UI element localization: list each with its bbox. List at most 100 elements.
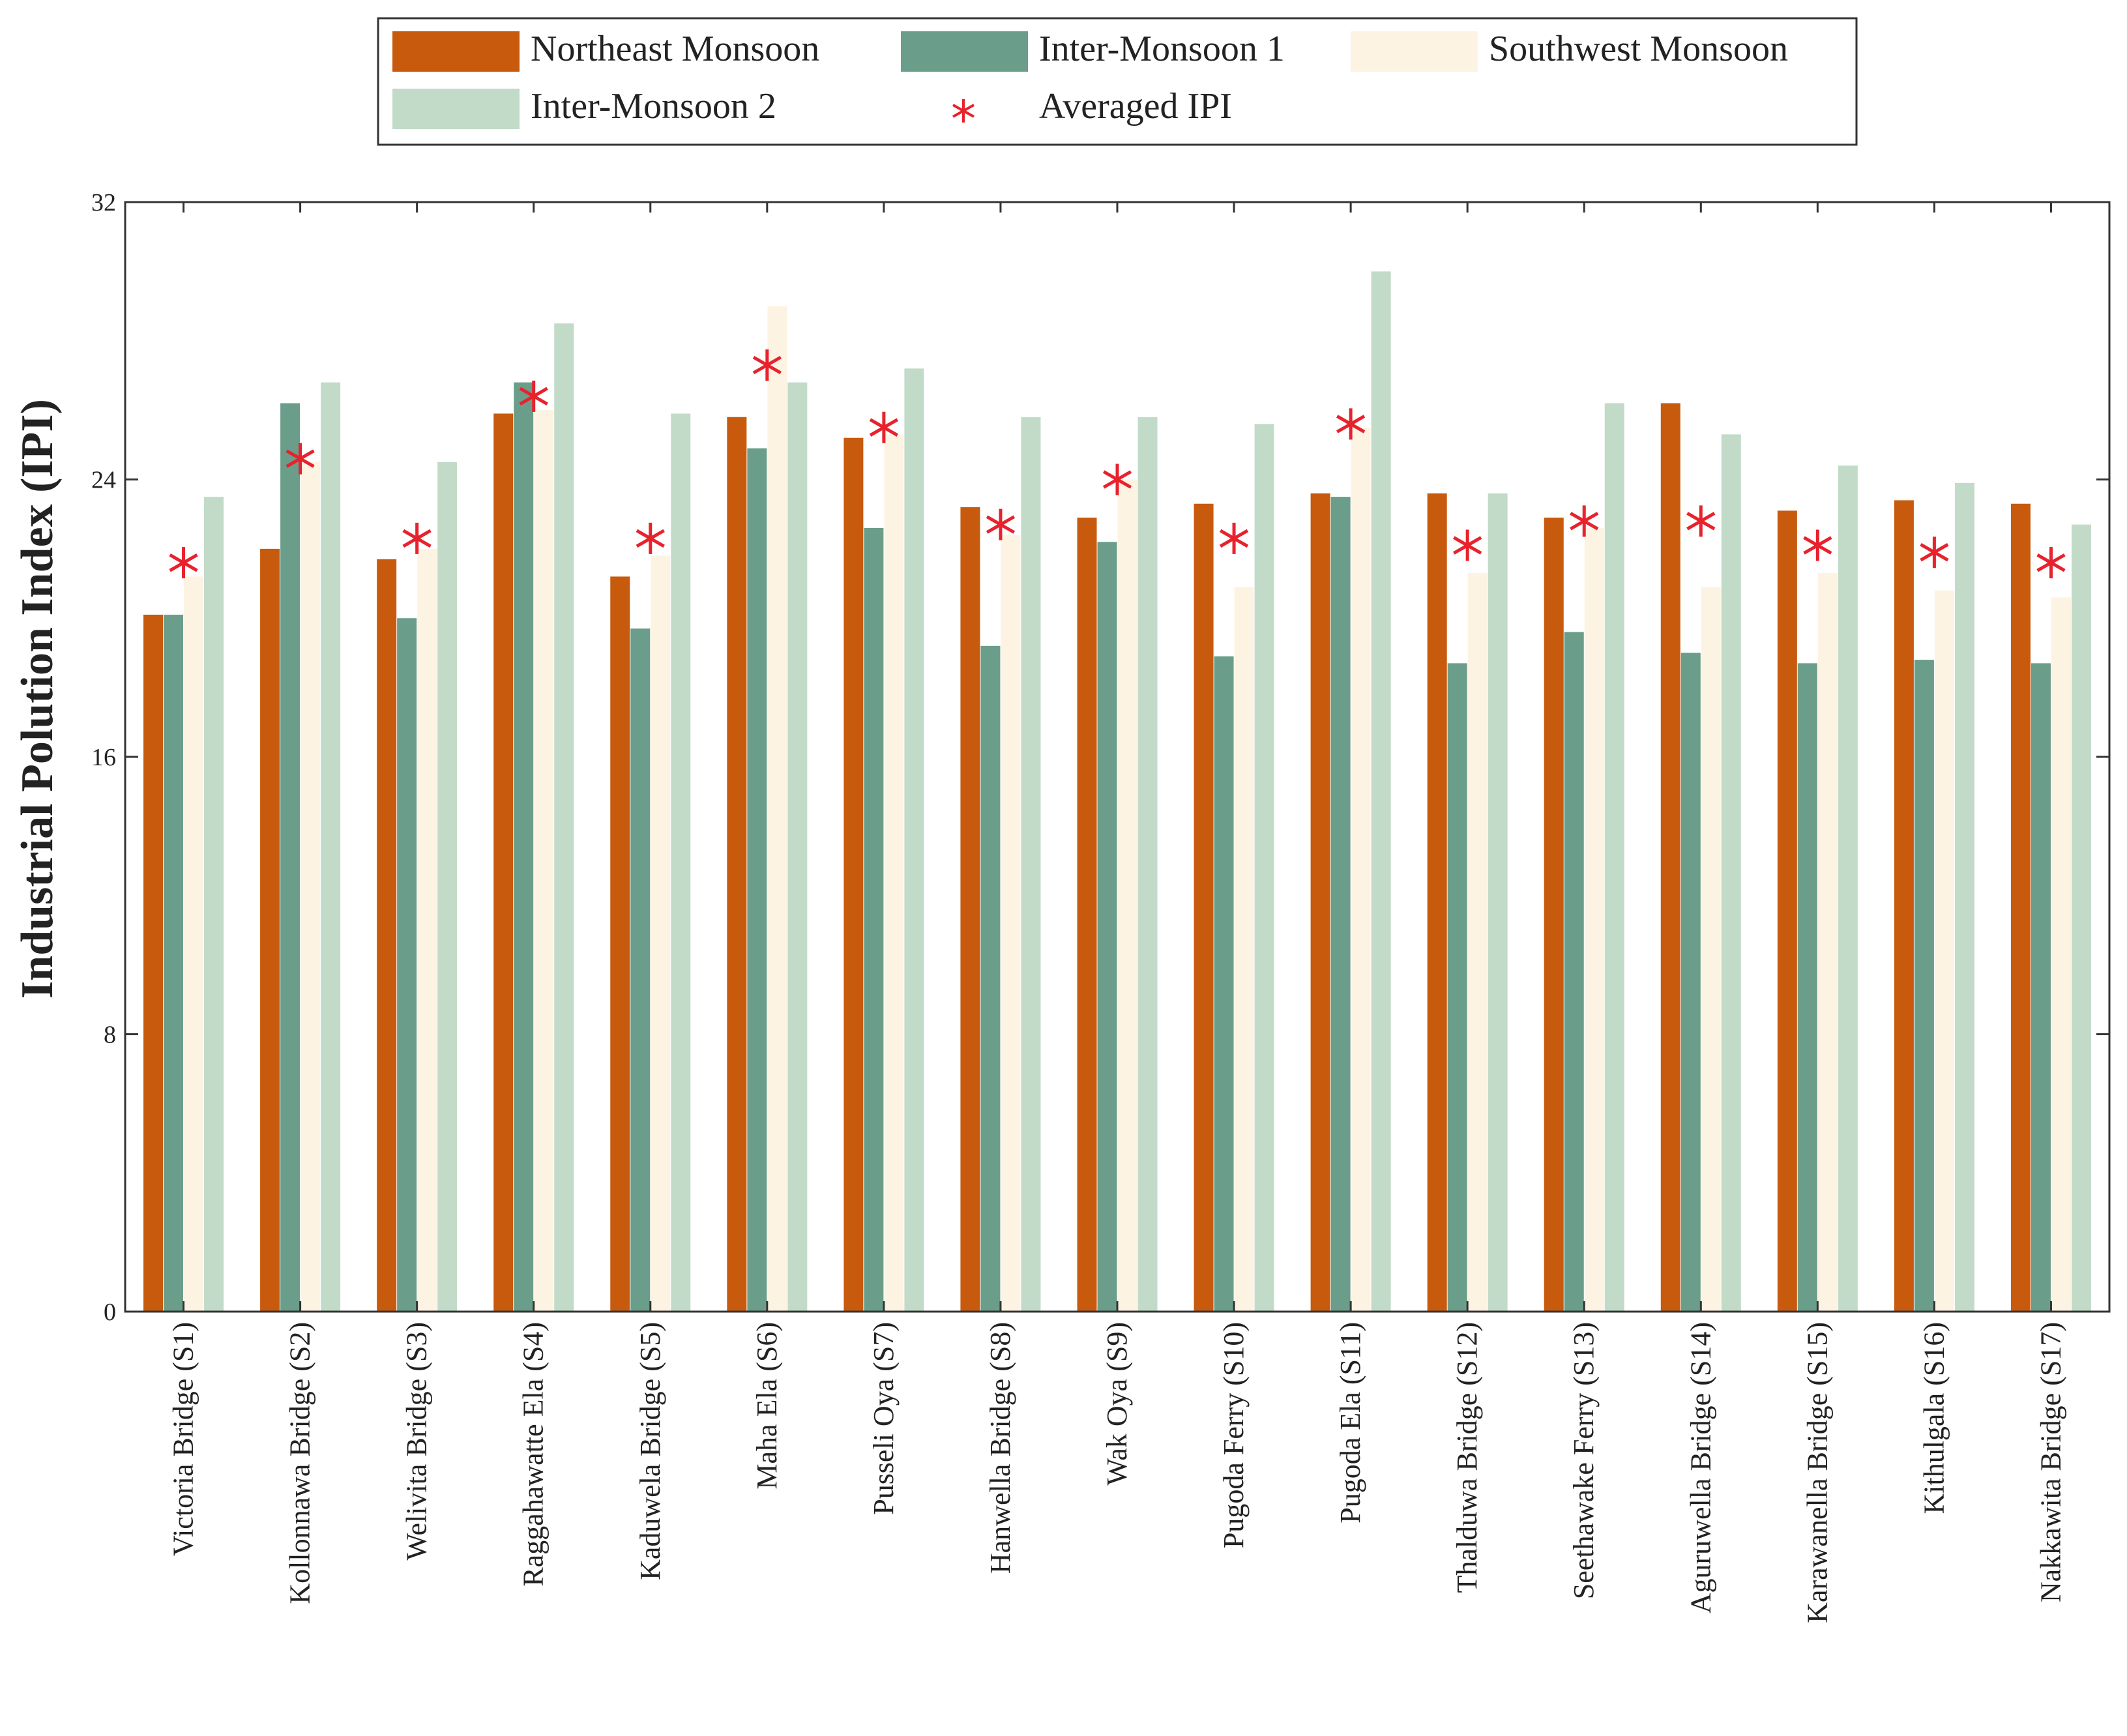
- bar-northeast-monsoon-s11: [1310, 493, 1330, 1312]
- bar-inter-monsoon-2-s1: [204, 497, 224, 1312]
- bar-inter-monsoon-1-s11: [1330, 497, 1351, 1312]
- legend-label-northeast-monsoon: Northeast Monsoon: [531, 29, 819, 69]
- bar-inter-monsoon-2-s3: [437, 462, 458, 1312]
- averaged-ipi-marker-s17: [2036, 547, 2066, 579]
- bar-inter-monsoon-2-s13: [1604, 403, 1624, 1312]
- averaged-ipi-marker-s4: [519, 380, 548, 412]
- x-tick-label-s7: Pusseli Oya (S7): [868, 1322, 900, 1515]
- bar-inter-monsoon-1-s2: [280, 403, 301, 1312]
- bar-inter-monsoon-2-s10: [1254, 424, 1274, 1312]
- bar-southwest-monsoon-s16: [1934, 590, 1954, 1312]
- bars: [143, 271, 2091, 1312]
- legend: Northeast Monsoon Inter-Monsoon 1 Southw…: [377, 17, 1858, 146]
- bar-southwest-monsoon-s10: [1234, 587, 1254, 1312]
- bar-southwest-monsoon-s3: [417, 548, 437, 1312]
- y-tick-label: 32: [91, 189, 116, 216]
- x-tick-label-s3: Welivita Bridge (S3): [401, 1322, 433, 1561]
- averaged-ipi-marker-s11: [1336, 408, 1366, 440]
- averaged-ipi-marker-s1: [169, 547, 198, 579]
- bar-inter-monsoon-1-s14: [1680, 653, 1701, 1312]
- legend-swatch-northeast-monsoon: [392, 31, 520, 72]
- averaged-ipi-marker-s9: [1102, 463, 1132, 495]
- bar-northeast-monsoon-s1: [143, 614, 164, 1312]
- bar-southwest-monsoon-s2: [301, 462, 321, 1312]
- x-tick-label-s8: Hanwella Bridge (S8): [984, 1322, 1016, 1574]
- x-tick-label-s5: Kaduwela Bridge (S5): [634, 1322, 666, 1580]
- bar-inter-monsoon-2-s16: [1954, 482, 1974, 1312]
- y-tick-label: 24: [91, 467, 116, 494]
- averaged-ipi-marker-s2: [286, 443, 315, 475]
- bar-inter-monsoon-2-s2: [321, 382, 341, 1312]
- x-tick-label-s13: Seethawake Ferry (S13): [1568, 1322, 1600, 1599]
- averaged-ipi-marker-s15: [1803, 529, 1832, 561]
- legend-swatch-southwest-monsoon: [1351, 31, 1478, 72]
- bar-southwest-monsoon-s4: [534, 410, 554, 1312]
- averaged-ipi-marker-s10: [1219, 522, 1249, 554]
- bar-inter-monsoon-1-s4: [514, 382, 534, 1312]
- legend-label-inter-monsoon-2: Inter-Monsoon 2: [531, 86, 776, 126]
- x-tick-label-s6: Maha Ela (S6): [751, 1322, 783, 1490]
- averaged-ipi-marker-s5: [636, 522, 665, 554]
- bar-northeast-monsoon-s4: [493, 413, 514, 1312]
- legend-label-inter-monsoon-1: Inter-Monsoon 1: [1039, 29, 1285, 69]
- averaged-ipi-marker-s7: [869, 411, 899, 443]
- bar-southwest-monsoon-s15: [1817, 573, 1838, 1312]
- bar-northeast-monsoon-s7: [843, 437, 864, 1312]
- bar-northeast-monsoon-s2: [260, 548, 280, 1312]
- bar-inter-monsoon-1-s3: [397, 618, 417, 1312]
- bar-inter-monsoon-1-s6: [747, 448, 767, 1312]
- bar-inter-monsoon-2-s15: [1838, 465, 1858, 1312]
- averaged-ipi-markers: [169, 349, 2066, 579]
- y-tick-label: 0: [104, 1299, 116, 1326]
- bar-southwest-monsoon-s11: [1351, 427, 1371, 1312]
- bar-northeast-monsoon-s3: [377, 559, 397, 1312]
- x-tick-labels: Victoria Bridge (S1) Kollonnawa Bridge (S…: [168, 202, 2066, 1623]
- bar-northeast-monsoon-s8: [960, 507, 980, 1312]
- legend-marker-averaged-ipi: [952, 99, 975, 123]
- legend-swatch-inter-monsoon-1: [901, 31, 1028, 72]
- x-tick-label-s4: Raggahawatte Ela (S4): [518, 1322, 550, 1587]
- bar-southwest-monsoon-s9: [1117, 479, 1137, 1312]
- x-tick-label-s11: Pugoda Ela (S11): [1334, 1322, 1366, 1523]
- bar-northeast-monsoon-s5: [610, 576, 630, 1312]
- bar-southwest-monsoon-s17: [2051, 597, 2071, 1312]
- legend-label-southwest-monsoon: Southwest Monsoon: [1489, 29, 1788, 69]
- bar-inter-monsoon-1-s5: [630, 628, 651, 1312]
- legend-swatch-inter-monsoon-2: [392, 89, 520, 129]
- bar-southwest-monsoon-s13: [1584, 527, 1604, 1312]
- bar-northeast-monsoon-s17: [2010, 503, 2031, 1312]
- bar-southwest-monsoon-s8: [1001, 535, 1021, 1312]
- bar-inter-monsoon-2-s6: [787, 382, 808, 1312]
- y-ticks: 0 8 16 24 32: [91, 189, 2109, 1326]
- bar-northeast-monsoon-s16: [1894, 500, 1914, 1312]
- bar-northeast-monsoon-s14: [1660, 403, 1680, 1312]
- x-tick-label-s2: Kollonnawa Bridge (S2): [284, 1322, 316, 1604]
- bar-inter-monsoon-1-s8: [980, 645, 1001, 1312]
- bar-northeast-monsoon-s15: [1777, 510, 1797, 1312]
- bar-inter-monsoon-1-s17: [2031, 663, 2051, 1312]
- x-tick-label-s15: Karawanella Bridge (S15): [1801, 1322, 1833, 1623]
- plot-frame: [124, 201, 2111, 1313]
- averaged-ipi-marker-s6: [752, 349, 782, 381]
- averaged-ipi-marker-s12: [1453, 529, 1482, 561]
- bar-inter-monsoon-1-s9: [1097, 542, 1117, 1312]
- bar-southwest-monsoon-s14: [1701, 587, 1721, 1312]
- bar-southwest-monsoon-s12: [1467, 573, 1488, 1312]
- x-tick-label-s16: Kithulgala (S16): [1918, 1322, 1950, 1514]
- bar-inter-monsoon-1-s13: [1564, 632, 1584, 1312]
- legend-label-averaged-ipi: Averaged IPI: [1039, 86, 1232, 126]
- bar-inter-monsoon-1-s12: [1447, 663, 1467, 1312]
- y-tick-label: 8: [104, 1022, 116, 1049]
- bar-inter-monsoon-2-s14: [1721, 434, 1741, 1312]
- bar-inter-monsoon-2-s11: [1371, 271, 1391, 1312]
- bar-inter-monsoon-2-s12: [1488, 493, 1508, 1312]
- bar-inter-monsoon-1-s10: [1214, 656, 1234, 1312]
- legend-frame: [377, 17, 1858, 146]
- bar-northeast-monsoon-s9: [1077, 518, 1097, 1312]
- x-tick-label-s12: Thalduwa Bridge (S12): [1451, 1322, 1483, 1593]
- bar-inter-monsoon-1-s7: [864, 527, 884, 1312]
- bar-inter-monsoon-2-s17: [2071, 524, 2091, 1312]
- y-tick-label: 16: [91, 744, 116, 771]
- averaged-ipi-marker-s8: [986, 508, 1016, 540]
- bar-inter-monsoon-2-s8: [1021, 417, 1041, 1312]
